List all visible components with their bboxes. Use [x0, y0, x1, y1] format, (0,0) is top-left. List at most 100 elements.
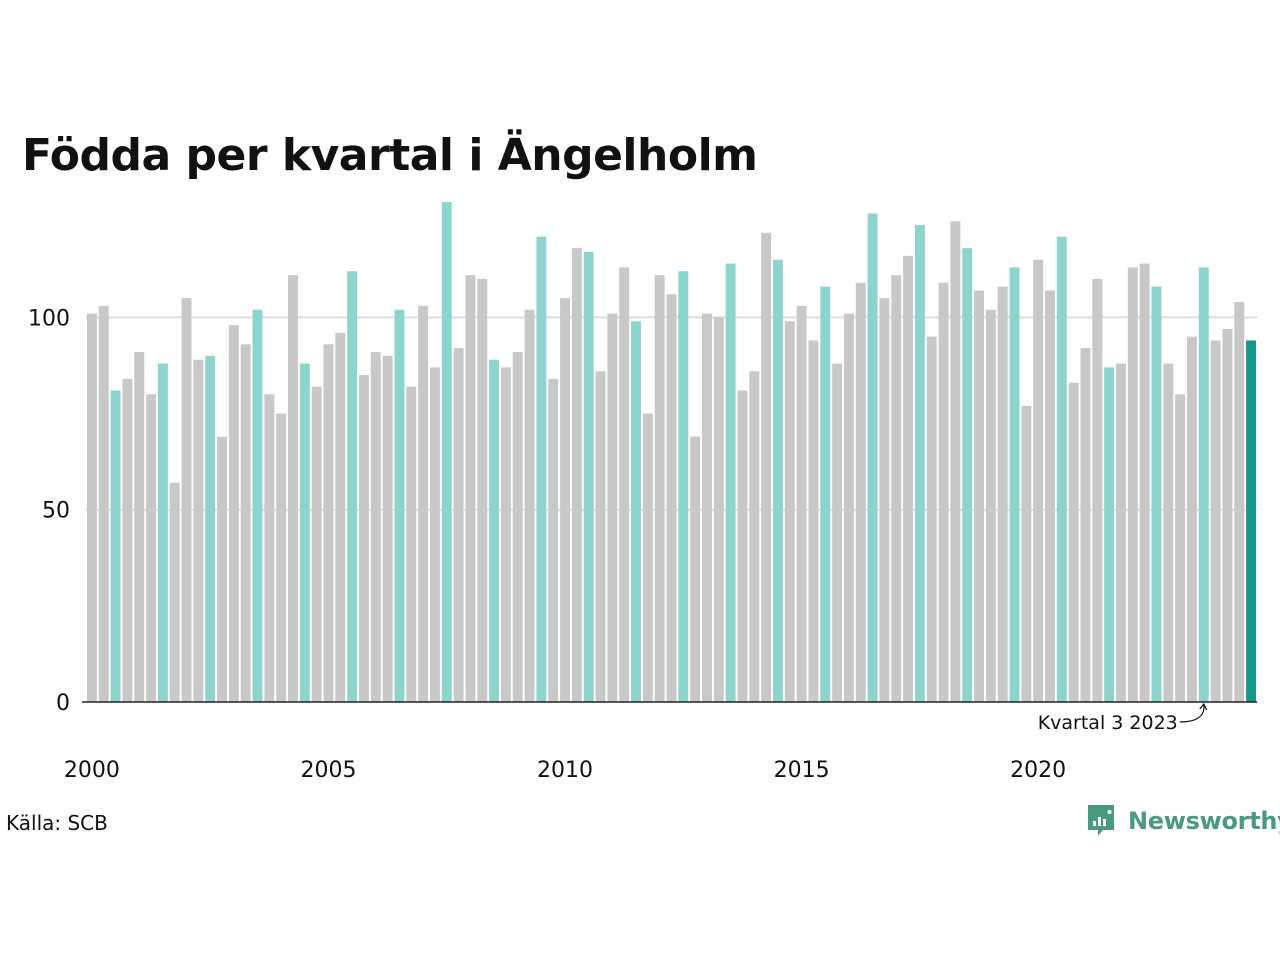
bar	[311, 386, 322, 702]
bar	[1246, 340, 1257, 702]
x-tick-label: 2015	[774, 758, 830, 783]
bar	[370, 352, 381, 702]
bar	[843, 313, 854, 702]
x-tick-label: 2005	[300, 758, 356, 783]
bar	[820, 286, 831, 702]
bar	[276, 413, 287, 702]
bar	[560, 298, 571, 702]
y-tick-labels: 0 50 100	[28, 306, 70, 716]
bar	[761, 232, 772, 702]
bar	[453, 348, 464, 702]
bar	[418, 305, 429, 702]
brand-name: Newsworthy	[1128, 807, 1280, 835]
bar	[950, 221, 961, 702]
bar	[784, 321, 795, 702]
bar	[997, 286, 1008, 702]
y-tick-label: 0	[56, 691, 70, 716]
bar	[169, 482, 180, 702]
bar	[146, 394, 157, 702]
bar	[855, 282, 866, 702]
bar	[1222, 328, 1233, 702]
bar	[619, 267, 630, 702]
bar	[335, 332, 346, 702]
bar	[879, 298, 890, 702]
bar	[394, 309, 405, 702]
bar	[938, 282, 949, 702]
bar	[1080, 348, 1091, 702]
bar	[903, 255, 914, 702]
x-tick-label: 2020	[1010, 758, 1066, 783]
bar	[1021, 405, 1032, 702]
bar	[477, 278, 488, 702]
bar	[713, 317, 724, 702]
bar	[974, 290, 985, 702]
bar	[240, 344, 251, 702]
bar	[867, 213, 878, 703]
bar	[228, 325, 239, 702]
bar	[654, 275, 665, 702]
bar	[500, 367, 511, 702]
bar	[347, 271, 358, 702]
bar	[690, 436, 701, 702]
bar	[571, 248, 582, 702]
bar	[86, 313, 97, 702]
bar	[1056, 236, 1067, 702]
bar	[962, 248, 973, 702]
bar	[1234, 302, 1245, 702]
annotation-label: Kvartal 3 2023	[1038, 712, 1178, 734]
bar	[631, 321, 641, 702]
bar	[1163, 363, 1174, 702]
bar	[595, 371, 606, 702]
bar	[323, 344, 334, 702]
bar	[406, 386, 417, 702]
bar	[465, 275, 476, 702]
bar	[1139, 263, 1150, 702]
bar	[134, 352, 145, 702]
bar	[1033, 259, 1044, 702]
bar	[1198, 267, 1209, 702]
bar	[832, 363, 843, 702]
bar	[1175, 394, 1186, 702]
bar	[1104, 367, 1115, 702]
chart-title: Födda per kvartal i Ängelholm	[22, 130, 758, 181]
bar	[749, 371, 760, 702]
bar	[548, 378, 559, 702]
bar	[288, 275, 298, 702]
bar	[1068, 382, 1079, 702]
annotation-arrow	[1179, 702, 1208, 723]
bar	[583, 252, 594, 702]
x-tick-label: 2000	[64, 758, 120, 783]
bar	[737, 390, 748, 702]
bar	[205, 355, 216, 702]
bar	[1186, 336, 1197, 702]
y-tick-label: 50	[42, 499, 70, 524]
bar	[524, 309, 535, 702]
bar	[1127, 267, 1138, 702]
bar	[1210, 340, 1221, 702]
bar	[441, 202, 452, 702]
annotation: Kvartal 3 2023	[1038, 702, 1208, 734]
x-tick-labels: 2000 2005 2010 2015 2020	[64, 758, 1066, 783]
bar	[181, 298, 192, 702]
bar	[642, 413, 653, 702]
bar	[252, 309, 263, 702]
bar	[264, 394, 275, 702]
source-label: Källa: SCB	[6, 811, 108, 835]
bar	[678, 271, 689, 702]
bar	[382, 355, 393, 702]
x-tick-label: 2010	[537, 758, 593, 783]
brand: Newsworthy	[1086, 803, 1280, 839]
bar	[891, 275, 902, 702]
bar	[914, 225, 925, 703]
bar	[193, 359, 204, 702]
bar	[429, 367, 440, 702]
bar	[299, 363, 310, 702]
bar	[489, 359, 500, 702]
bar	[110, 390, 121, 702]
bar	[808, 340, 819, 702]
bar	[157, 363, 168, 702]
bar	[702, 313, 712, 702]
bar	[122, 378, 133, 702]
bars	[86, 202, 1257, 703]
bar	[217, 436, 227, 702]
